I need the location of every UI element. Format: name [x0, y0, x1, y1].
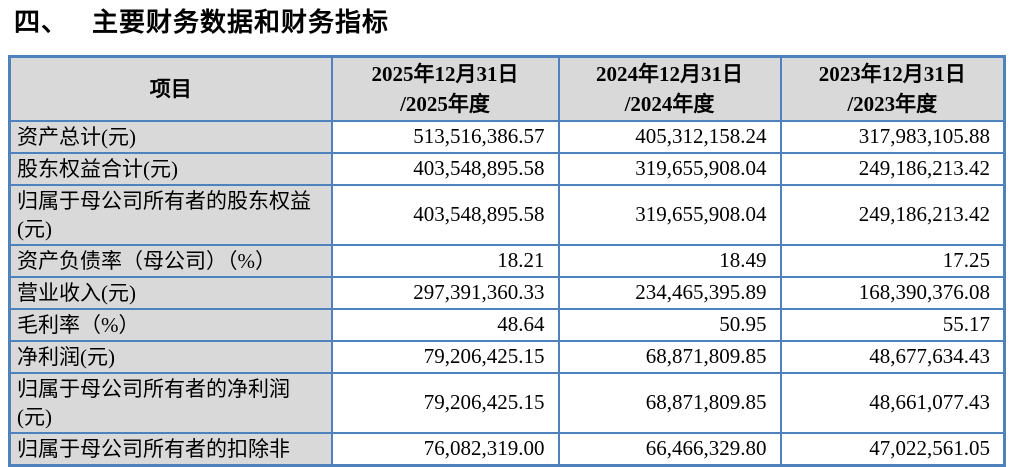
table-row: 归属于母公司所有者的股东权益(元) 403,548,895.58 319,655… [8, 183, 1006, 246]
table-row: 毛利率（%） 48.64 50.95 55.17 [8, 307, 1006, 342]
cell-value: 249,186,213.42 [779, 183, 1006, 246]
row-label: 归属于母公司所有者的净利润(元) [8, 371, 333, 434]
cell-value: 48.64 [330, 307, 560, 342]
table-header-row: 项目 2025年12月31日 /2025年度 2024年12月31日 /2024… [8, 55, 1006, 122]
row-label: 毛利率（%） [8, 307, 333, 342]
cell-value: 405,312,158.24 [557, 119, 782, 154]
table-row: 资产总计(元) 513,516,386.57 405,312,158.24 31… [8, 119, 1006, 154]
section-title-text: 主要财务数据和财务指标 [92, 8, 390, 37]
table-row: 归属于母公司所有者的扣除非 76,082,319.00 66,466,329.8… [8, 431, 1006, 466]
row-label: 净利润(元) [8, 339, 333, 374]
cell-value: 403,548,895.58 [330, 151, 560, 186]
cell-value: 317,983,105.88 [779, 119, 1006, 154]
row-label: 股东权益合计(元) [8, 151, 333, 186]
cell-value: 50.95 [557, 307, 782, 342]
cell-value: 297,391,360.33 [330, 275, 560, 310]
header-item: 项目 [8, 55, 333, 122]
header-period-2023: 2023年12月31日 /2023年度 [779, 55, 1006, 122]
cell-value: 66,466,329.80 [557, 431, 782, 466]
cell-value: 48,677,634.43 [779, 339, 1006, 374]
row-label: 归属于母公司所有者的扣除非 [8, 431, 333, 466]
financial-table: 项目 2025年12月31日 /2025年度 2024年12月31日 /2024… [8, 55, 1006, 467]
cell-value: 55.17 [779, 307, 1006, 342]
cell-value: 403,548,895.58 [330, 183, 560, 246]
cell-value: 79,206,425.15 [330, 339, 560, 374]
table-row: 股东权益合计(元) 403,548,895.58 319,655,908.04 … [8, 151, 1006, 186]
row-label: 归属于母公司所有者的股东权益(元) [8, 183, 333, 246]
cell-value: 18.21 [330, 243, 560, 278]
cell-value: 17.25 [779, 243, 1006, 278]
cell-value: 68,871,809.85 [557, 339, 782, 374]
cell-value: 48,661,077.43 [779, 371, 1006, 434]
header-period-2024: 2024年12月31日 /2024年度 [557, 55, 782, 122]
header-period-2025: 2025年12月31日 /2025年度 [330, 55, 560, 122]
section-number: 四、 [14, 8, 69, 37]
cell-value: 47,022,561.05 [779, 431, 1006, 466]
row-label: 营业收入(元) [8, 275, 333, 310]
table-row: 归属于母公司所有者的净利润(元) 79,206,425.15 68,871,80… [8, 371, 1006, 434]
cell-value: 79,206,425.15 [330, 371, 560, 434]
cell-value: 68,871,809.85 [557, 371, 782, 434]
cell-value: 18.49 [557, 243, 782, 278]
cell-value: 319,655,908.04 [557, 151, 782, 186]
cell-value: 234,465,395.89 [557, 275, 782, 310]
table-row: 营业收入(元) 297,391,360.33 234,465,395.89 16… [8, 275, 1006, 310]
cell-value: 76,082,319.00 [330, 431, 560, 466]
cell-value: 319,655,908.04 [557, 183, 782, 246]
table-row: 资产负债率（母公司）（%） 18.21 18.49 17.25 [8, 243, 1006, 278]
row-label: 资产总计(元) [8, 119, 333, 154]
cell-value: 168,390,376.08 [779, 275, 1006, 310]
page-title: 四、 主要财务数据和财务指标 [14, 8, 1011, 38]
cell-value: 513,516,386.57 [330, 119, 560, 154]
cell-value: 249,186,213.42 [779, 151, 1006, 186]
row-label: 资产负债率（母公司）（%） [8, 243, 333, 278]
table-row: 净利润(元) 79,206,425.15 68,871,809.85 48,67… [8, 339, 1006, 374]
